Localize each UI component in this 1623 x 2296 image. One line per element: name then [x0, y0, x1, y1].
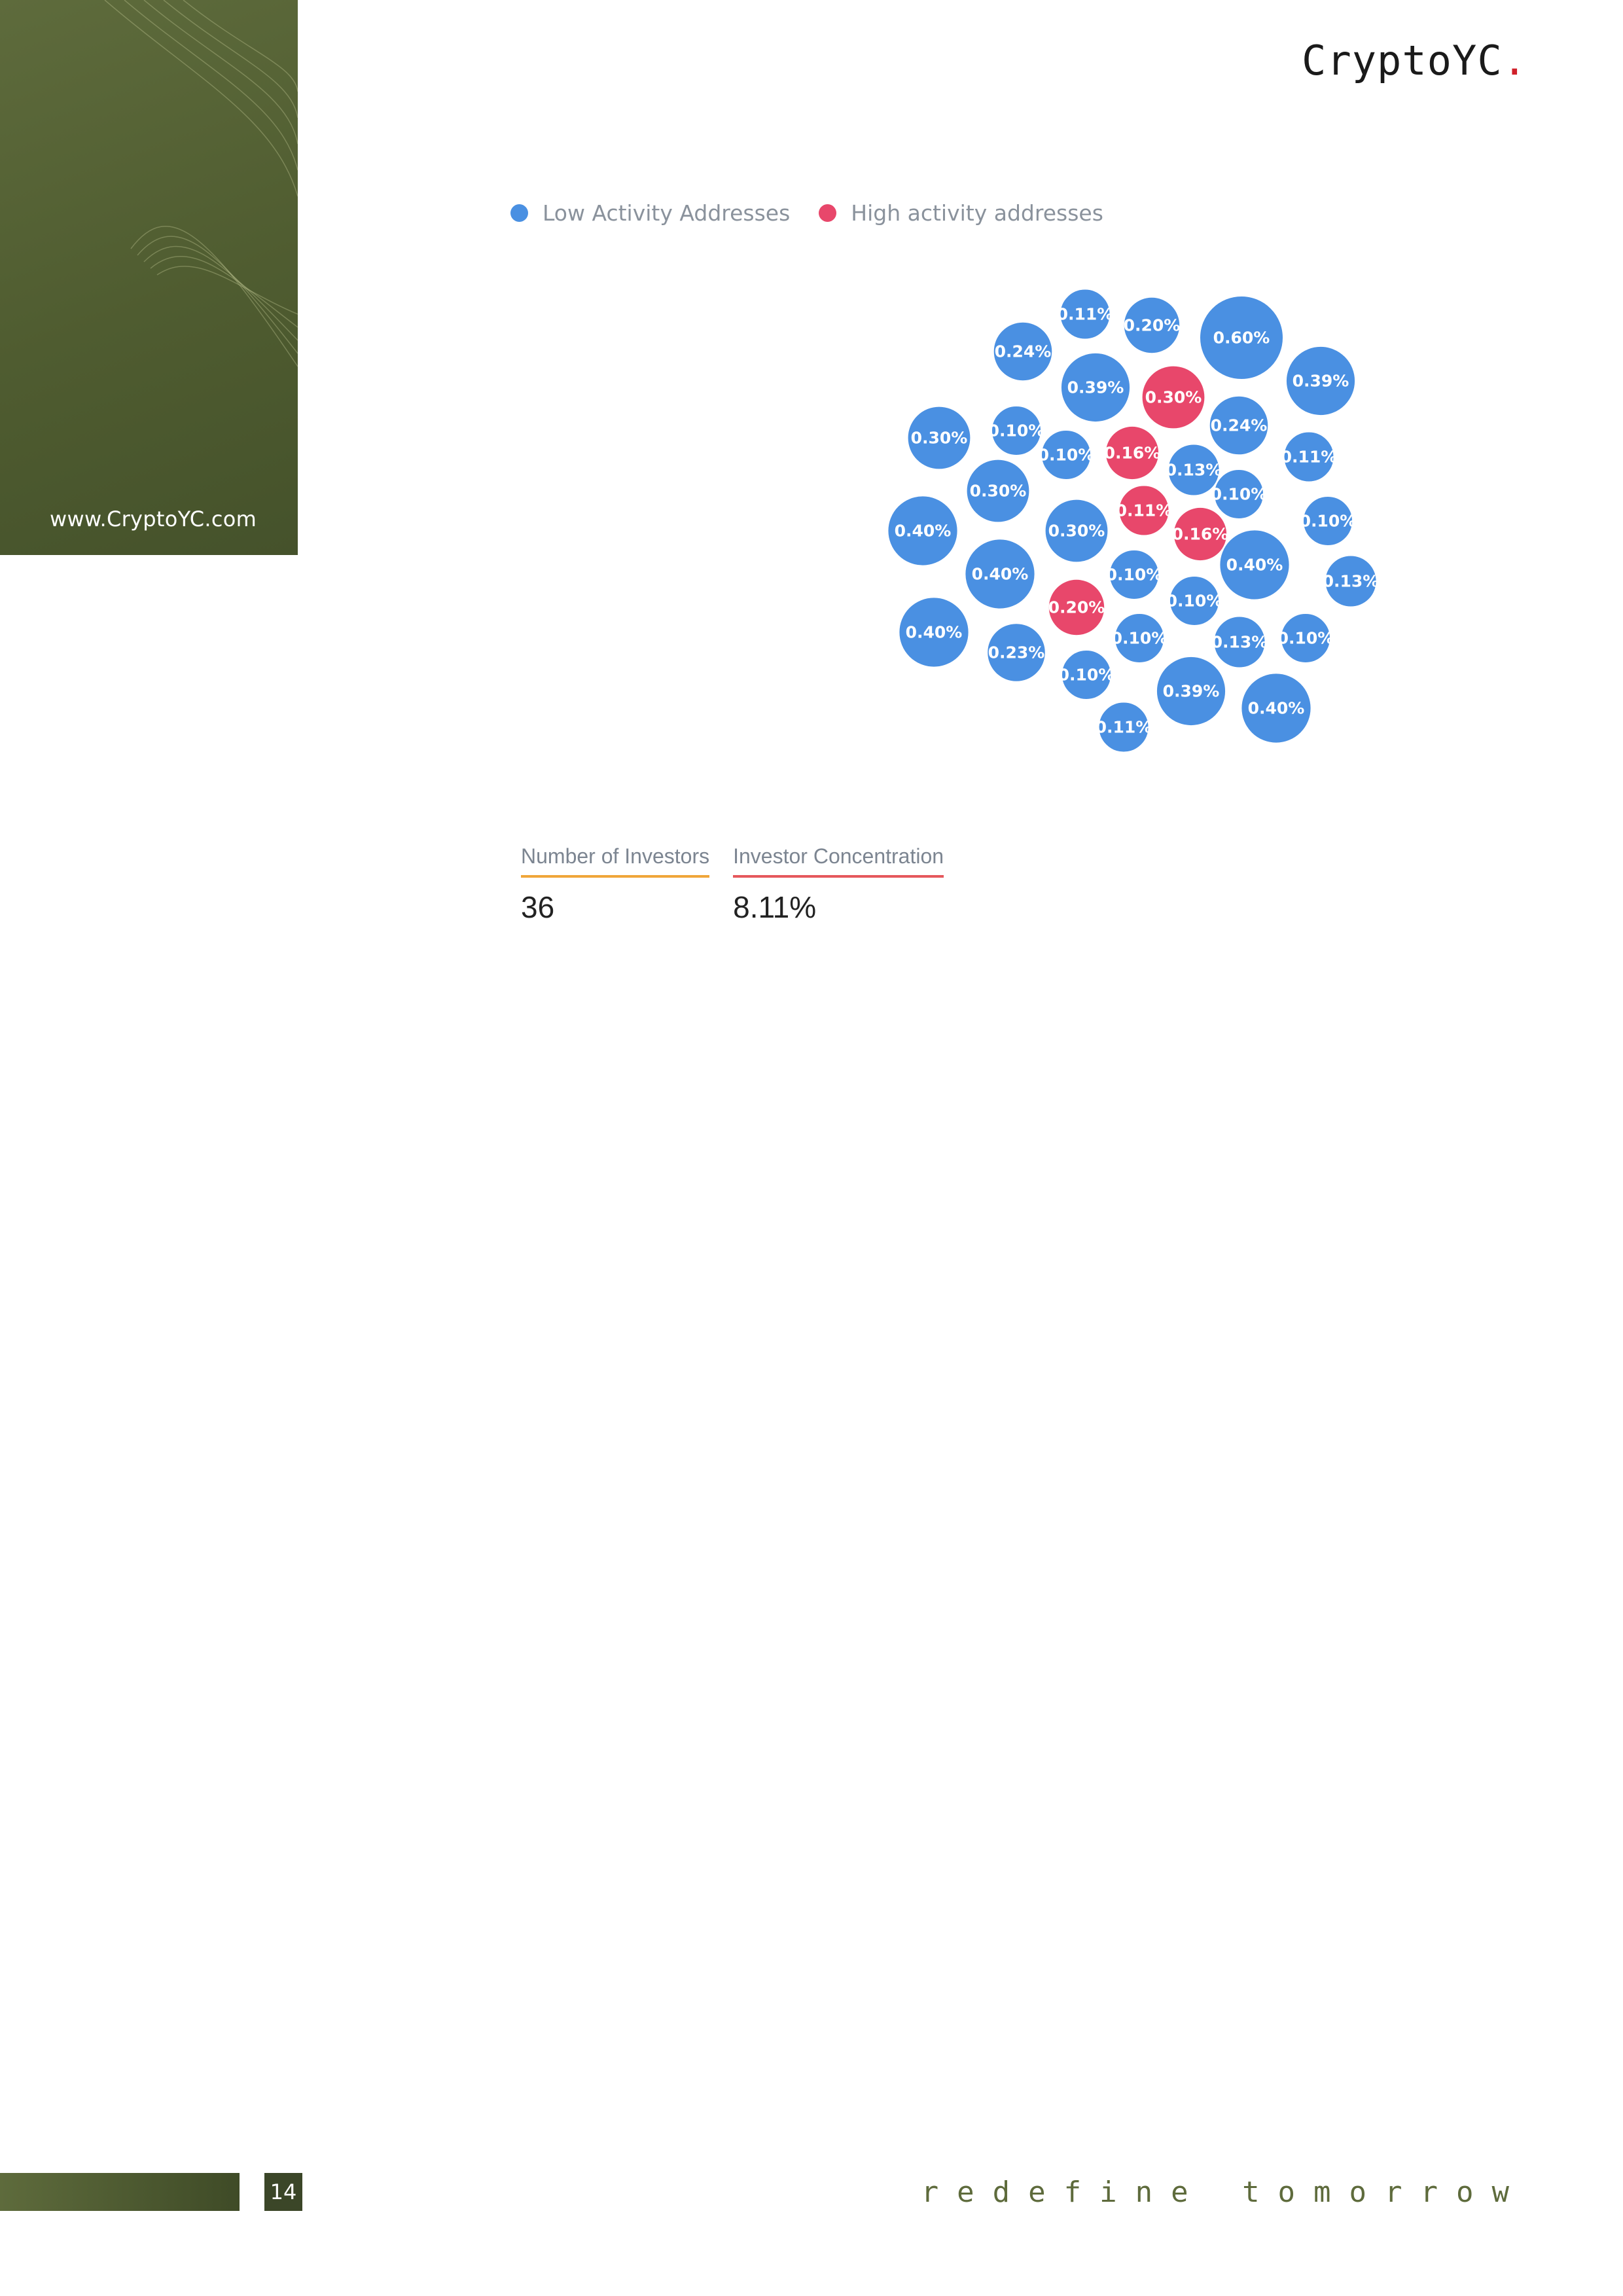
- bubble-label: 0.23%: [988, 643, 1045, 662]
- bubble-label: 0.10%: [1211, 485, 1268, 504]
- brand-logo: CryptoYC.: [1302, 37, 1527, 86]
- bubble-label: 0.13%: [1323, 572, 1380, 591]
- bubble-label: 0.40%: [972, 565, 1029, 584]
- bubble-low[interactable]: [1283, 431, 1335, 483]
- side-panel: www.CryptoYC.com: [0, 0, 298, 555]
- footer-bar: [0, 2173, 240, 2211]
- bubble-low[interactable]: [992, 321, 1054, 382]
- bubble-label: 0.10%: [1300, 512, 1357, 531]
- bubble-label: 0.30%: [1048, 522, 1105, 541]
- bubble-low[interactable]: [1097, 701, 1150, 753]
- website-url[interactable]: www.CryptoYC.com: [50, 507, 257, 531]
- bubble-label: 0.30%: [1145, 388, 1202, 407]
- bubble-label: 0.10%: [1106, 565, 1163, 584]
- bubble-label: 0.30%: [970, 482, 1027, 501]
- bubble-low[interactable]: [1167, 443, 1221, 497]
- bubble-low[interactable]: [1285, 345, 1357, 417]
- legend-item-high[interactable]: High activity addresses: [819, 200, 1103, 226]
- bubble-high[interactable]: [1047, 578, 1106, 637]
- bubble-low[interactable]: [1122, 296, 1181, 355]
- bubble-low[interactable]: [1114, 613, 1165, 664]
- bubble-low[interactable]: [906, 405, 972, 471]
- bubble-low[interactable]: [991, 405, 1042, 456]
- bubble-low[interactable]: [1208, 395, 1270, 456]
- bubble-label: 0.10%: [1038, 446, 1095, 465]
- bubble-low[interactable]: [1169, 575, 1220, 626]
- bubble-label: 0.11%: [1116, 501, 1173, 520]
- bubble-label: 0.60%: [1213, 329, 1270, 348]
- bubble-label: 0.13%: [1166, 461, 1222, 480]
- bubble-low[interactable]: [1213, 469, 1264, 520]
- bubble-low[interactable]: [1155, 655, 1227, 727]
- stat-concentration[interactable]: Investor Concentration 8.11%: [733, 844, 944, 925]
- bubble-low[interactable]: [1044, 498, 1109, 564]
- legend-label-high: High activity addresses: [851, 200, 1103, 226]
- bubble-label: 0.40%: [1248, 699, 1305, 718]
- bubble-low[interactable]: [965, 458, 1031, 524]
- stat-label-concentration: Investor Concentration: [733, 844, 944, 878]
- bubble-label: 0.11%: [1057, 305, 1114, 324]
- bubble-label: 0.24%: [995, 342, 1052, 361]
- bubble-low[interactable]: [1109, 549, 1160, 600]
- bubble-label: 0.39%: [1067, 378, 1124, 397]
- bubble-high[interactable]: [1118, 484, 1170, 537]
- bubble-low[interactable]: [1213, 615, 1266, 669]
- legend-label-low: Low Activity Addresses: [543, 200, 791, 226]
- bubble-label: 0.30%: [911, 429, 968, 448]
- bubble-label: 0.20%: [1124, 316, 1181, 335]
- bubble-low[interactable]: [964, 538, 1036, 610]
- brand-dot: .: [1502, 37, 1527, 84]
- bubble-high[interactable]: [1172, 506, 1228, 562]
- legend-swatch-high: [819, 204, 837, 222]
- bubble-label: 0.10%: [1166, 592, 1223, 611]
- stats-row: Number of Investors 36 Investor Concentr…: [521, 844, 967, 925]
- bubble-label: 0.11%: [1096, 718, 1152, 737]
- bubble-low[interactable]: [1061, 649, 1112, 700]
- bubble-label: 0.39%: [1293, 372, 1349, 391]
- bubble-high[interactable]: [1141, 365, 1206, 430]
- bubble-label: 0.20%: [1048, 598, 1105, 617]
- bubble-low[interactable]: [1059, 288, 1111, 340]
- bubble-label: 0.16%: [1172, 525, 1229, 544]
- bubble-low[interactable]: [1240, 672, 1312, 744]
- bubble-label: 0.40%: [895, 522, 952, 541]
- bubble-low[interactable]: [887, 495, 959, 567]
- stat-value-concentration: 8.11%: [733, 890, 817, 924]
- chart-legend: Low Activity Addresses High activity add…: [510, 196, 1132, 229]
- bubble-label: 0.40%: [906, 623, 963, 642]
- bubble-label: 0.16%: [1104, 444, 1161, 463]
- stat-investors[interactable]: Number of Investors 36: [521, 844, 710, 925]
- bubble-chart: Low Activity Addresses High activity add…: [510, 183, 1414, 772]
- bubble-high[interactable]: [1104, 425, 1160, 481]
- bubble-low[interactable]: [1219, 529, 1291, 601]
- bubble-label: 0.40%: [1226, 556, 1283, 575]
- bubble-label: 0.11%: [1281, 448, 1338, 467]
- bubble-low[interactable]: [1041, 429, 1092, 480]
- bubble-low[interactable]: [1199, 295, 1284, 380]
- bubble-label: 0.24%: [1211, 416, 1268, 435]
- footer-tagline: redefine tomorrow: [921, 2176, 1527, 2209]
- bubble-label: 0.10%: [988, 422, 1045, 440]
- legend-item-low[interactable]: Low Activity Addresses: [510, 200, 790, 226]
- bubble-low[interactable]: [1280, 613, 1331, 664]
- stat-value-investors: 36: [521, 890, 555, 924]
- bubble-plot: 0.11% 0.20% 0.60% 0.24% 0.39% 0.30% 0.39% 0.24%…: [887, 288, 1380, 753]
- page-number: 14: [264, 2173, 302, 2211]
- decorative-lines: [104, 0, 298, 367]
- bubble-low[interactable]: [986, 622, 1046, 683]
- bubble-low[interactable]: [1324, 554, 1378, 608]
- bubble-label: 0.13%: [1211, 633, 1268, 652]
- bubble-low[interactable]: [1060, 351, 1132, 423]
- bubble-label: 0.10%: [1058, 666, 1115, 685]
- bubble-label: 0.39%: [1163, 682, 1220, 701]
- stat-label-investors: Number of Investors: [521, 844, 710, 878]
- legend-swatch-low: [510, 204, 528, 222]
- bubble-label: 0.10%: [1111, 629, 1168, 648]
- brand-name: CryptoYC: [1302, 37, 1503, 84]
- bubble-low[interactable]: [1302, 495, 1353, 547]
- bubble-low[interactable]: [898, 596, 970, 668]
- bubble-label: 0.10%: [1277, 629, 1334, 648]
